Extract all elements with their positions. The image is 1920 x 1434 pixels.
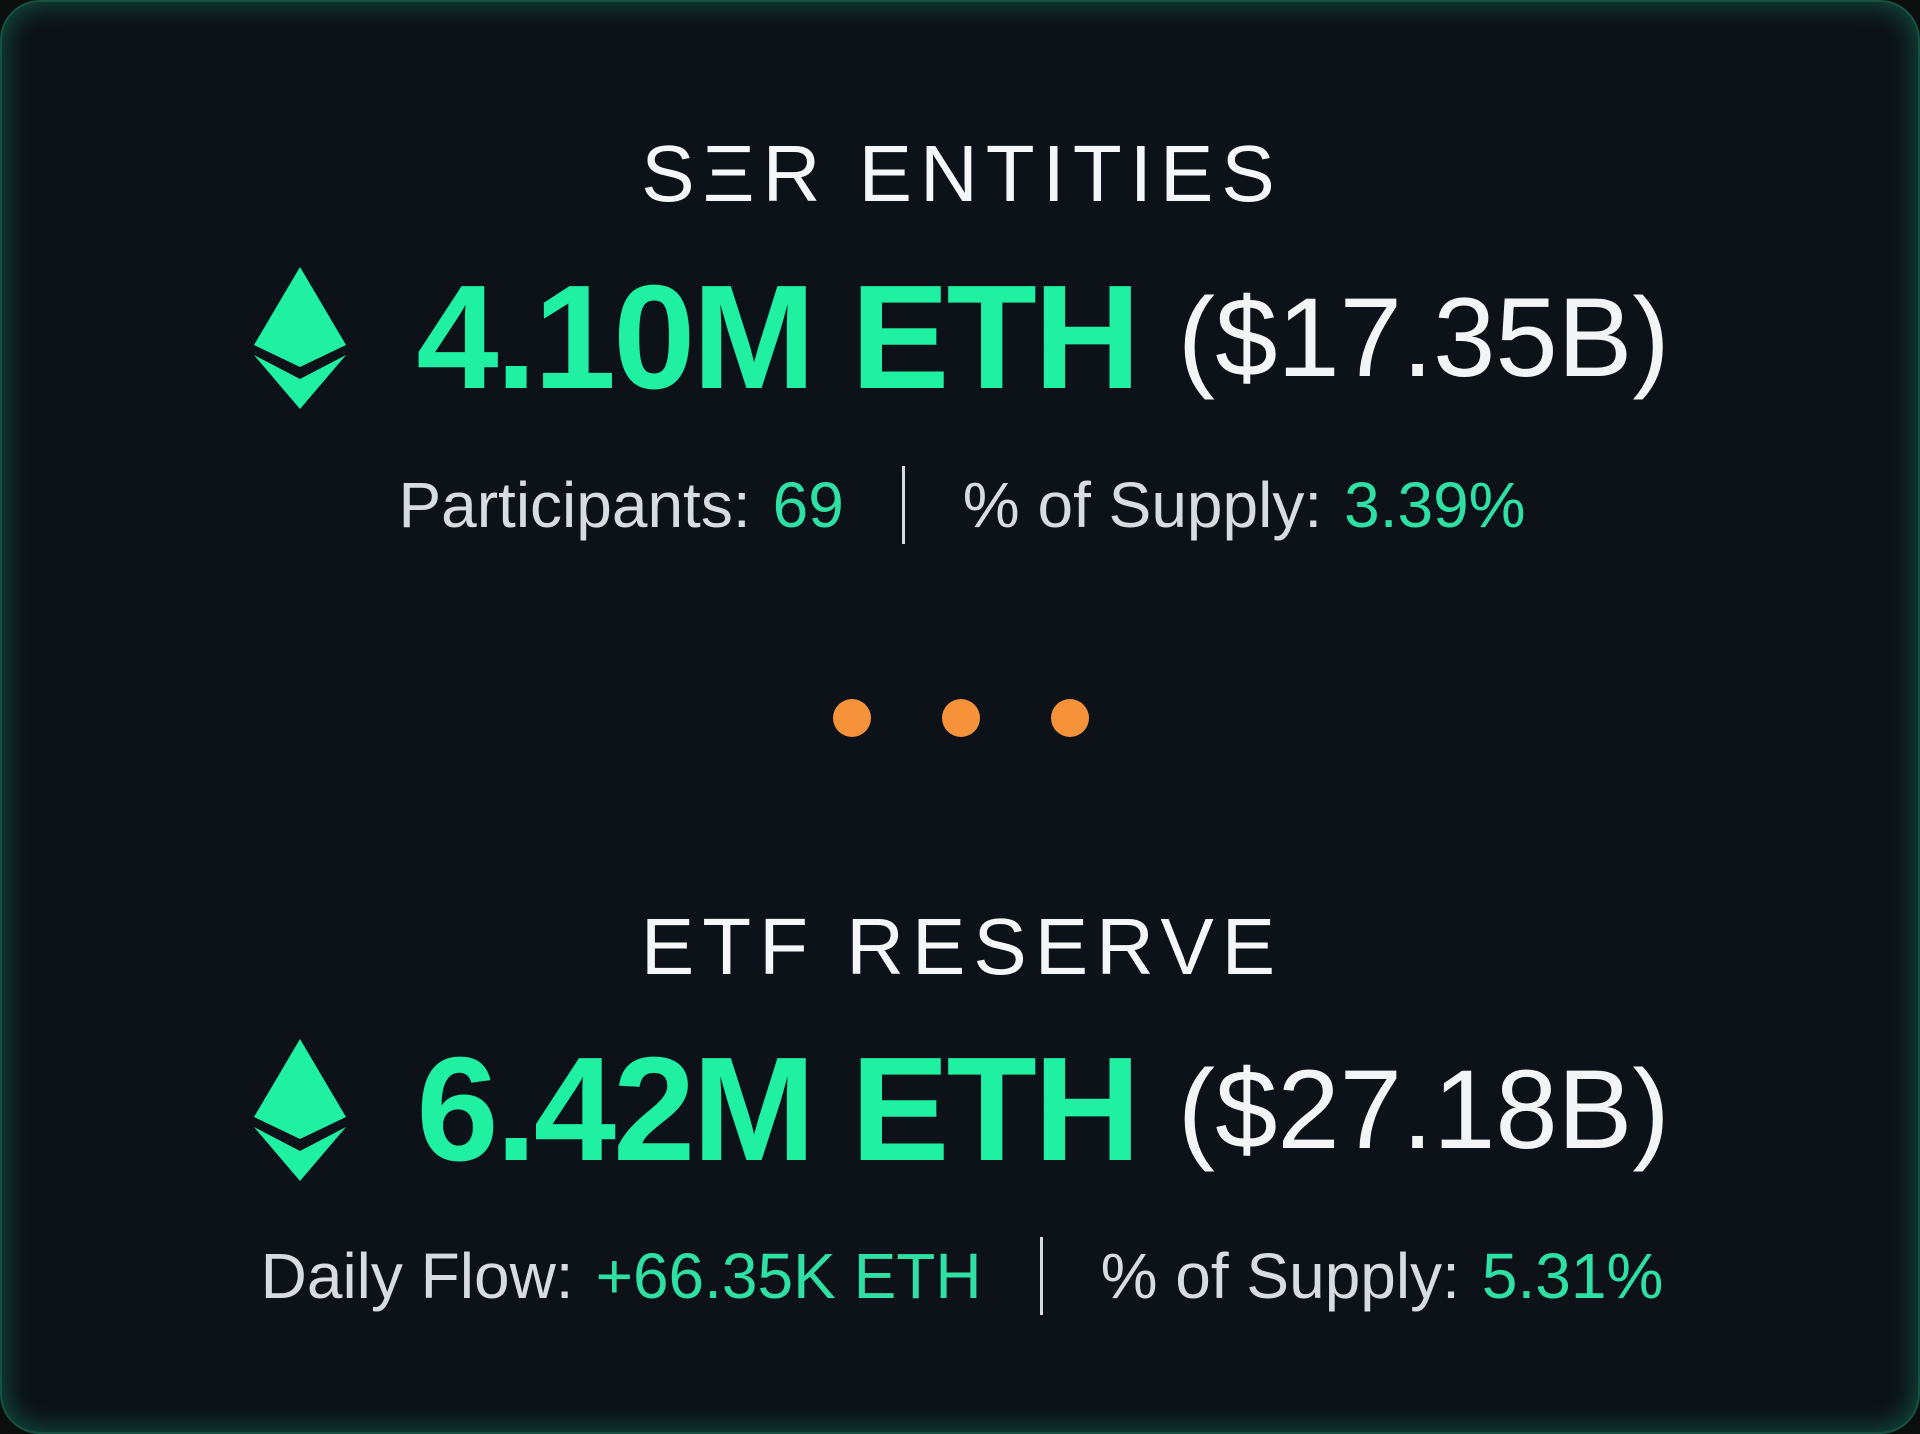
dot-separator	[833, 699, 871, 737]
supply-label: % of Supply:	[962, 469, 1323, 541]
ser-entities-holdings: 4.10M ETH ($17.35B)	[2, 264, 1920, 412]
ethereum-icon	[254, 267, 347, 409]
etf-reserve-holdings: 6.42M ETH ($27.18B)	[2, 1036, 1920, 1184]
ethereum-icon	[254, 1039, 347, 1181]
daily-flow-label: Daily Flow:	[260, 1240, 574, 1312]
participants-value: 69	[772, 469, 844, 541]
eth-amount: 6.42M ETH	[416, 1027, 1140, 1192]
supply-value: 3.39%	[1344, 469, 1526, 541]
usd-value: ($17.35B)	[1177, 275, 1670, 400]
ser-entities-section: SΞR ENTITIES	[2, 134, 1920, 214]
dot-separator	[1051, 699, 1089, 737]
usd-value: ($27.18B)	[1177, 1047, 1670, 1172]
etf-reserve-stats: Daily Flow: +66.35K ETH % of Supply: 5.3…	[2, 1237, 1920, 1315]
eth-amount: 4.10M ETH	[416, 255, 1140, 420]
divider	[901, 466, 905, 544]
daily-flow-value: +66.35K ETH	[595, 1240, 982, 1312]
supply-label: % of Supply:	[1100, 1240, 1460, 1312]
divider	[1039, 1237, 1043, 1315]
supply-value: 5.31%	[1481, 1240, 1664, 1312]
section-title: SΞR ENTITIES	[641, 129, 1283, 218]
dot-separator	[942, 699, 980, 737]
ser-entities-stats: Participants: 69 % of Supply: 3.39%	[2, 466, 1920, 544]
etf-reserve-section: ETF RESERVE	[2, 907, 1920, 987]
participants-label: Participants:	[398, 469, 751, 541]
section-title: ETF RESERVE	[640, 902, 1284, 991]
